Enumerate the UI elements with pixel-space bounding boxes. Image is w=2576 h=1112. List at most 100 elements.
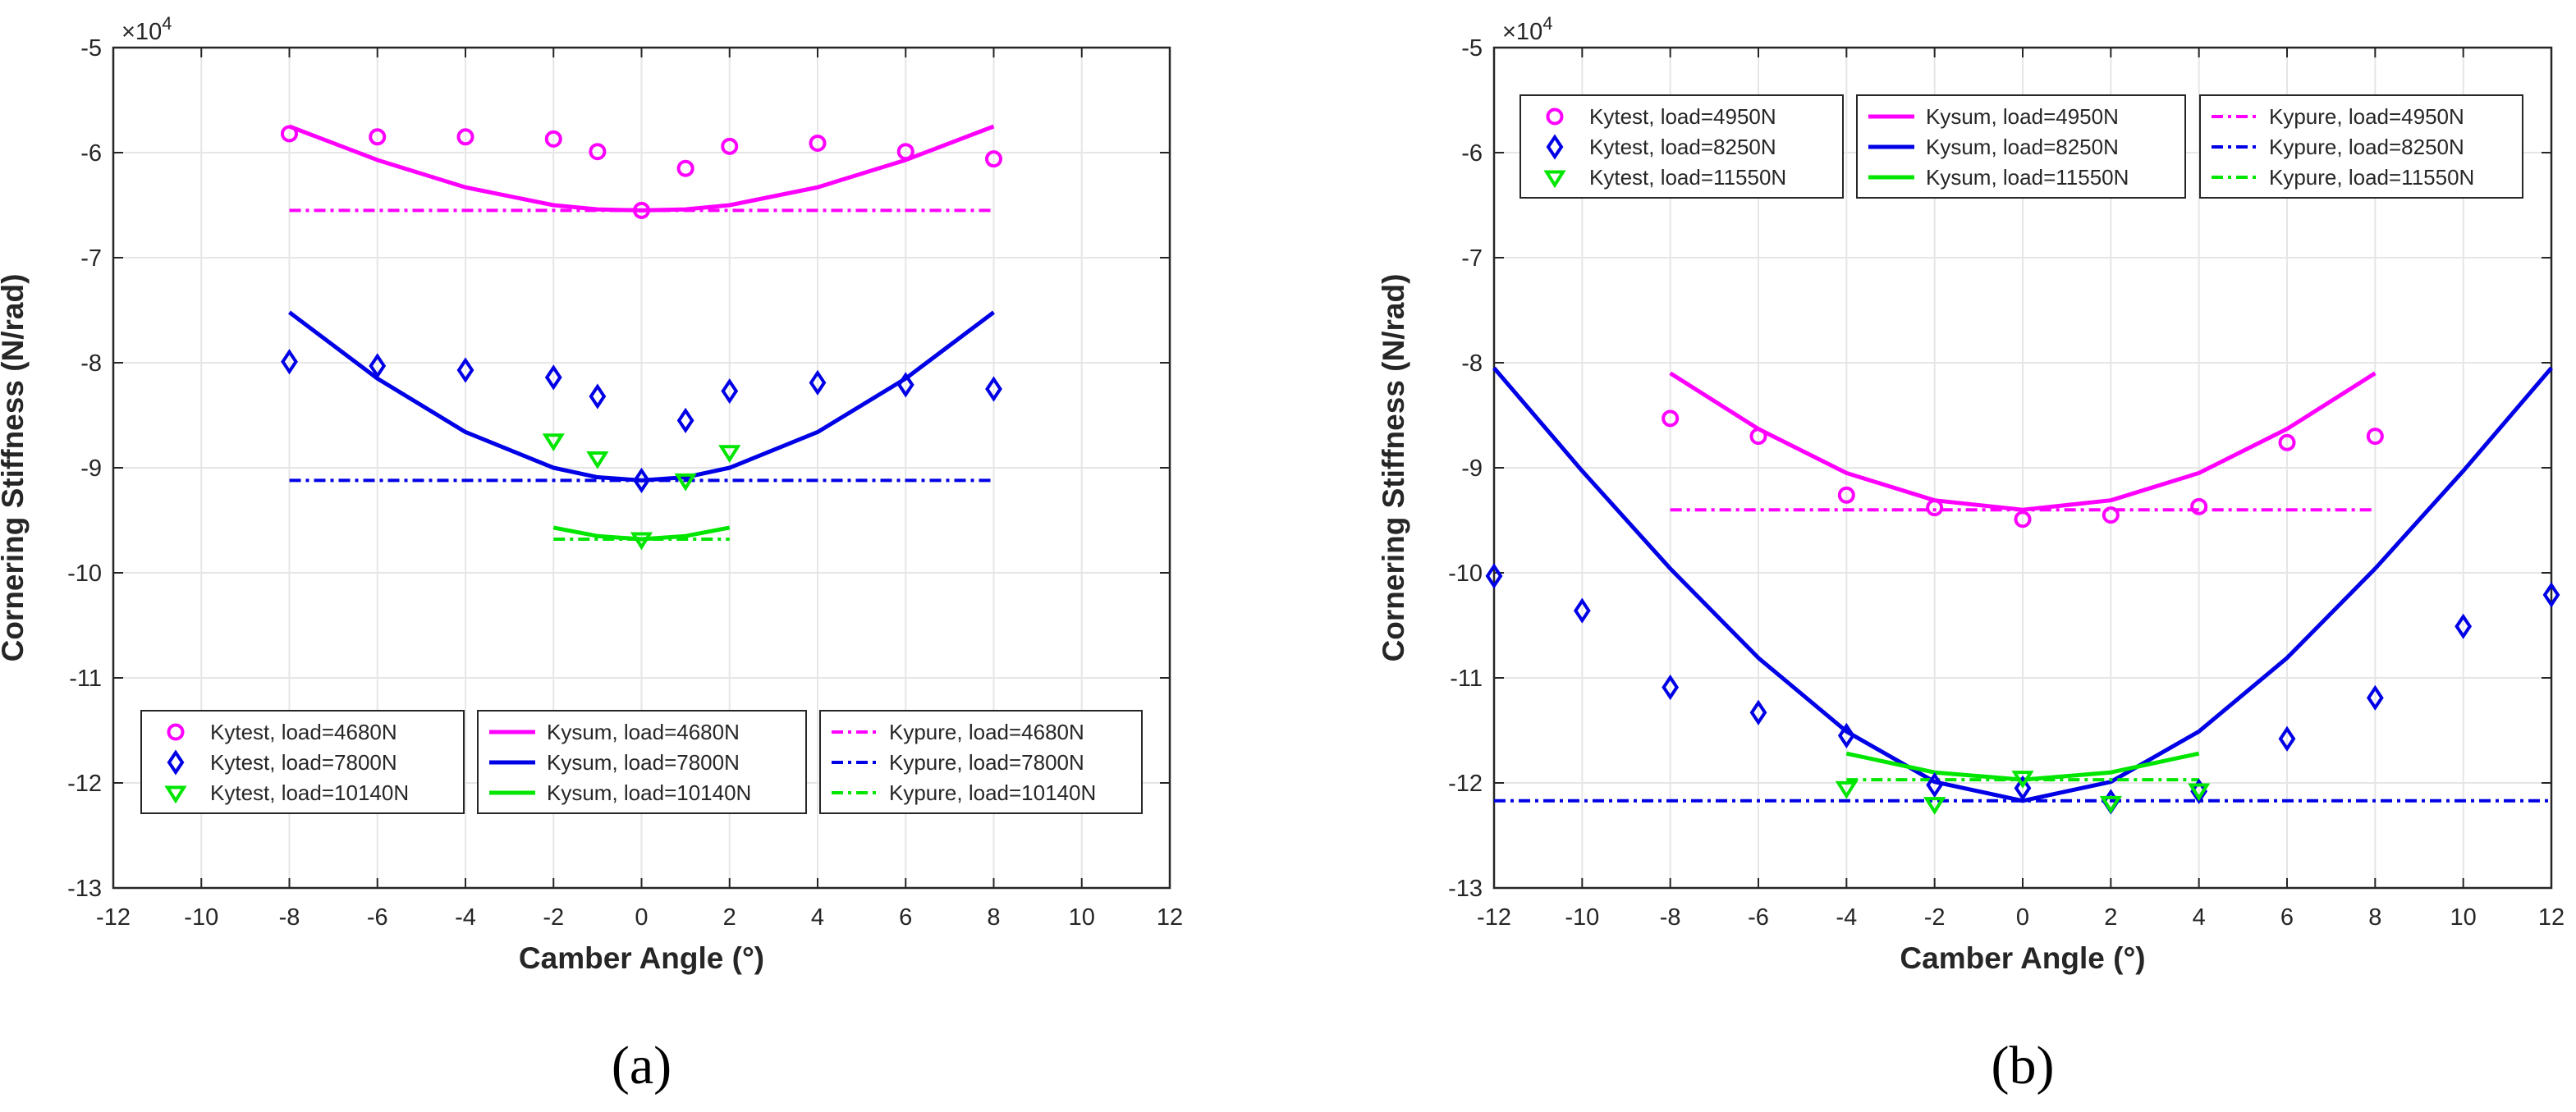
legend-label: Kytest, load=7800N [210, 750, 397, 775]
data-point [985, 376, 1002, 402]
data-point [718, 445, 741, 464]
y-axis-label: Cornering Stiffness (N/rad) [1377, 274, 1410, 662]
legend-box-1: Kytest, load=4950N Kytest, load=8250N Kyte… [1519, 94, 1844, 199]
y-tick-label: -9 [1461, 455, 1483, 482]
tick-labels: -12 -10 -8 -6 -4 -2 0 2 4 6 8 10 12-13-12-11-10-9-8-… [1448, 35, 2565, 931]
series-markers-0 [281, 125, 1002, 219]
y-tick-label: -6 [80, 140, 102, 167]
series-line-5 [552, 525, 731, 542]
data-point [369, 128, 387, 146]
x-tick-label: -6 [1748, 904, 1769, 931]
legend-frame [140, 710, 465, 814]
data-point [1837, 722, 1855, 749]
x-tick-label: 2 [723, 904, 736, 931]
y-tick-label: -7 [1461, 245, 1483, 272]
legend-box-3: Kypure, load=4680N Kypure, load=7800N Kypu… [819, 710, 1143, 814]
legend-box-2: Kysum, load=4680N Kysum, load=7800N Kysum,… [477, 710, 807, 814]
legend-label: Kypure, load=10140N [889, 780, 1096, 805]
chart-b: -12 -10 -8 -6 -4 -2 0 2 4 6 8 10 12-13-12-11-10-9-8-… [1377, 13, 2565, 1096]
legend-label: Kytest, load=10140N [210, 780, 409, 805]
data-point [809, 134, 827, 152]
legend-marker [167, 723, 185, 741]
legend-label: Kysum, load=4950N [1926, 104, 2119, 129]
x-tick-label: 2 [2104, 904, 2117, 931]
data-point [630, 532, 653, 551]
y-tick-label: -11 [1450, 666, 1483, 692]
y-exponent-power: 4 [162, 13, 172, 34]
legend-label: Kytest, load=4680N [210, 720, 397, 744]
x-tick-label: 12 [1157, 904, 1183, 931]
data-point [1573, 597, 1591, 624]
data-point [633, 467, 650, 493]
data-point [2014, 510, 2032, 529]
legend-box-1: Kytest, load=4680N Kytest, load=7800N Kyte… [140, 710, 465, 814]
legend-label: Kysum, load=4680N [547, 720, 740, 744]
x-tick-label: -10 [1565, 904, 1599, 931]
data-point [544, 130, 562, 148]
x-tick-label: -2 [1924, 904, 1946, 931]
legend-label: Kypure, load=8250N [2269, 135, 2464, 159]
x-tick-label: -10 [184, 904, 218, 931]
data-point [369, 353, 387, 379]
legend: Kytest, load=4950N Kytest, load=8250N Kyte… [1519, 94, 2523, 199]
x-tick-label: -12 [96, 904, 131, 931]
data-point [674, 473, 697, 492]
x-tick-label: 12 [2538, 904, 2565, 931]
x-tick-label: 10 [1069, 904, 1095, 931]
y-tick-label: -8 [80, 350, 102, 377]
x-tick-label: -6 [367, 904, 388, 931]
data-point [2366, 428, 2384, 446]
data-point [1749, 699, 1767, 725]
series-markers-2 [542, 433, 741, 551]
data-point [2366, 684, 2384, 711]
data-point [456, 128, 474, 146]
x-tick-label: -2 [543, 904, 564, 931]
x-tick-label: 8 [2368, 904, 2381, 931]
data-point [2099, 795, 2122, 814]
legend-box-3: Kypure, load=4950N Kypure, load=8250N Kypu… [2199, 94, 2523, 199]
data-point [589, 383, 607, 410]
x-tick-label: -8 [1660, 904, 1681, 931]
x-tick-label: -12 [1477, 904, 1511, 931]
tick-labels: -12 -10 -8 -6 -4 -2 0 2 4 6 8 10 12-13-12-11-10-9-8-… [67, 35, 1183, 931]
legend-label: Kytest, load=8250N [1589, 135, 1776, 159]
data-point [2102, 506, 2120, 524]
data-point [2278, 433, 2296, 451]
y-exponent-power: 4 [1542, 13, 1552, 34]
x-tick-label: -8 [279, 904, 300, 931]
x-axis-label: Camber Angle (°) [1900, 941, 2145, 975]
y-tick-label: -7 [80, 245, 102, 272]
legend-label: Kysum, load=11550N [1926, 165, 2129, 190]
x-axis-label: Camber Angle (°) [519, 941, 764, 975]
data-point [2190, 497, 2208, 515]
legend: Kytest, load=4680N Kytest, load=7800N Kyte… [140, 710, 1143, 814]
series-markers-0 [1662, 410, 2384, 529]
data-point [2278, 725, 2296, 752]
legend-marker [1546, 108, 1564, 126]
series-markers-1 [281, 349, 1002, 493]
y-exponent-base: ×10 [121, 19, 162, 45]
data-point [1662, 674, 1680, 701]
data-point [1835, 780, 1858, 799]
panel-label: (b) [1992, 1036, 2055, 1096]
y-tick-label: -12 [1448, 771, 1483, 797]
x-tick-label: 10 [2450, 904, 2477, 931]
data-point [586, 451, 609, 469]
data-point [676, 159, 694, 177]
data-point [721, 137, 739, 155]
y-tick-label: -6 [1461, 140, 1483, 167]
legend-frame [1519, 94, 1844, 199]
data-point [1923, 797, 1946, 815]
data-point [281, 349, 298, 375]
y-tick-label: -10 [1448, 561, 1483, 587]
legend-label: Kypure, load=4950N [2269, 104, 2464, 129]
data-point [1926, 771, 1944, 799]
data-point [1662, 410, 1680, 428]
y-tick-label: -13 [1448, 876, 1483, 902]
data-point [2542, 582, 2560, 608]
data-point [281, 125, 298, 143]
data-point [896, 143, 914, 161]
x-tick-label: 4 [2193, 904, 2206, 931]
legend-label: Kysum, load=8250N [1926, 135, 2119, 159]
